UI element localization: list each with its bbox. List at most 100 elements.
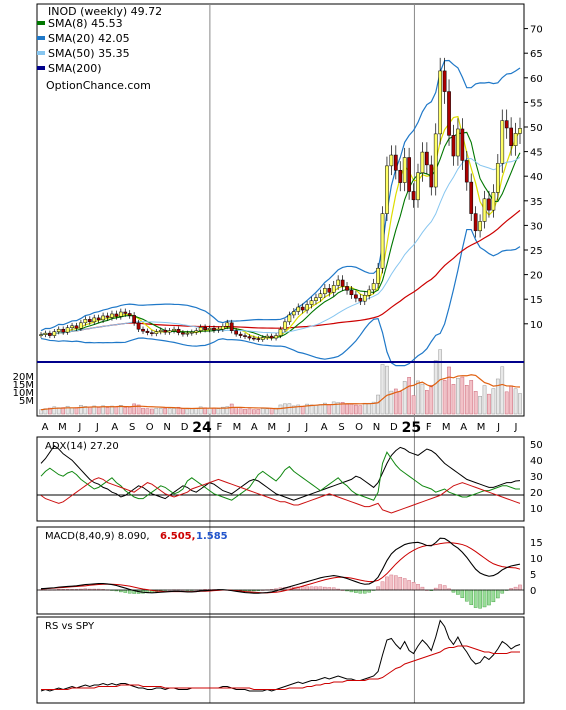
macd-panel: 0 5 10 15 MACD(8,40,9) 8.090, 6.505, 1.585 <box>36 526 543 615</box>
time-axis-label: S <box>338 422 344 433</box>
candle-body <box>110 313 114 318</box>
macd-histogram-bar <box>500 589 505 594</box>
candle-body <box>216 328 221 331</box>
candle-body <box>296 306 301 312</box>
volume-bar <box>305 403 309 415</box>
candle-body <box>393 154 398 171</box>
legend-sma50: SMA(50) 35.35 <box>48 47 130 60</box>
volume-bar <box>158 408 163 415</box>
volume-bar <box>234 407 238 415</box>
volume-bar <box>265 408 270 415</box>
adx-tick-label: 40 <box>530 456 543 467</box>
macd-tick-label: 10 <box>530 554 543 565</box>
volume-bar <box>260 408 265 415</box>
candle-body <box>118 311 123 317</box>
candle-body <box>56 328 61 332</box>
macd-tick-label: 15 <box>530 538 543 549</box>
candle-body <box>407 157 411 192</box>
price-tick-label: 55 <box>530 98 543 109</box>
volume-bar <box>393 388 398 415</box>
macd-histogram-bar <box>309 586 314 591</box>
adx-series-line <box>40 477 521 514</box>
macd-histogram-bar <box>473 589 478 608</box>
candle-body <box>127 313 132 316</box>
macd-histogram-bar <box>518 584 522 591</box>
price-tick-label: 40 <box>530 172 543 183</box>
candle-body <box>331 285 336 293</box>
time-axis-label: J <box>95 422 99 433</box>
candle-body <box>291 311 296 316</box>
volume-bar <box>318 404 323 415</box>
candle-body <box>460 128 465 161</box>
volume-tick-label: 15M <box>13 380 34 391</box>
macd-histogram-bar <box>362 589 367 594</box>
volume-bar <box>407 377 411 415</box>
macd-histogram-bar <box>487 589 491 606</box>
candle-body <box>256 338 261 340</box>
legend-sma200: SMA(200) <box>48 62 102 75</box>
price-tick-label: 45 <box>530 148 543 159</box>
macd-line <box>40 537 521 594</box>
candle-body <box>243 335 247 337</box>
candle-body <box>482 198 487 222</box>
volume-bar <box>145 408 150 415</box>
candle-body <box>185 332 190 335</box>
macd-histogram-bar <box>358 589 363 594</box>
candle-body <box>429 164 434 188</box>
volume-bar <box>198 406 203 415</box>
candle-body <box>411 191 416 201</box>
macd-histogram-bar <box>513 586 518 591</box>
volume-bar <box>473 391 478 415</box>
candle-body <box>150 332 154 334</box>
price-tick-label: 15 <box>530 295 543 306</box>
volume-bar <box>127 406 132 415</box>
volume-bar <box>416 380 420 415</box>
volume-bar <box>385 365 389 415</box>
volume-bar <box>411 395 416 415</box>
candle-body <box>327 288 332 293</box>
volume-bar <box>181 408 185 415</box>
candle-body <box>389 154 394 167</box>
candle-body <box>145 330 150 333</box>
macd-histogram-bar <box>416 584 420 591</box>
volume-bar <box>243 408 247 415</box>
candle-body <box>287 314 292 323</box>
candle-body <box>123 311 128 314</box>
volume-bar <box>354 404 358 415</box>
candle-body <box>158 329 163 332</box>
macd-histogram-bar <box>305 586 309 591</box>
legend-sma20-swatch <box>37 36 45 40</box>
candle-body <box>451 135 456 157</box>
candle-body <box>518 128 522 134</box>
candle-body <box>203 326 207 330</box>
macd-label: MACD(8,40,9) 8.090, <box>45 531 150 542</box>
time-axis-label: N <box>373 422 380 433</box>
legend-source: OptionChance.com <box>46 79 151 92</box>
adx-tick-label: 10 <box>530 504 543 515</box>
adx-tick-label: 20 <box>530 488 543 499</box>
volume-bar <box>518 393 522 415</box>
volume-bar <box>216 408 221 415</box>
volume-bar <box>358 405 363 415</box>
candle-body <box>225 322 230 327</box>
volume-bar <box>105 407 110 415</box>
candle-body <box>385 165 389 214</box>
time-axis-label: F <box>217 422 223 433</box>
candle-body <box>105 315 110 318</box>
volume-bar <box>172 408 176 415</box>
candle-body <box>238 333 243 336</box>
volume-bar <box>323 402 327 415</box>
time-axis-label: N <box>163 422 170 433</box>
macd-histogram-bar <box>460 589 465 598</box>
candle-body <box>212 327 216 331</box>
time-axis-label: 25 <box>402 420 421 436</box>
rs-series-line <box>40 619 521 692</box>
candle-body <box>269 335 274 339</box>
candle-body <box>65 327 70 333</box>
macd-tick-label: 5 <box>530 570 536 581</box>
candle-body <box>420 151 425 174</box>
bollinger-lower-line <box>40 228 521 367</box>
candle-body <box>425 151 429 166</box>
macd-histogram-bar <box>496 589 500 599</box>
